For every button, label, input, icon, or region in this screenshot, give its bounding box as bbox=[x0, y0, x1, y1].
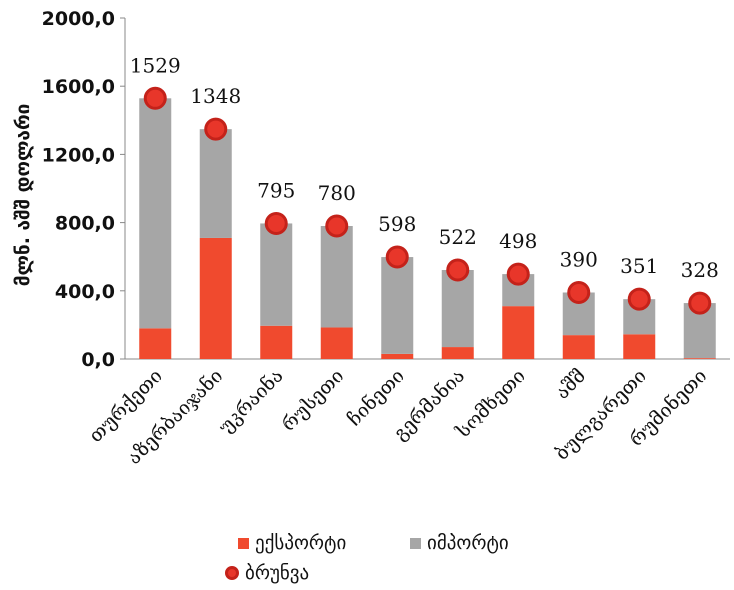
turnover-value-label: 351 bbox=[620, 254, 658, 278]
y-tick-label: 1600,0 bbox=[42, 76, 115, 98]
y-tick-label: 400,0 bbox=[55, 281, 115, 303]
bar-import bbox=[139, 98, 172, 329]
y-tick-label: 0,0 bbox=[81, 349, 115, 371]
turnover-value-label: 598 bbox=[378, 212, 416, 236]
bar-import bbox=[260, 223, 293, 326]
turnover-value-label: 1348 bbox=[190, 84, 241, 108]
legend-item-import: იმპორტი bbox=[410, 532, 509, 554]
legend-marker-turnover bbox=[225, 566, 239, 580]
bar-export bbox=[260, 325, 293, 359]
turnover-value-label: 795 bbox=[257, 178, 295, 202]
turnover-value-label: 1529 bbox=[130, 53, 181, 77]
turnover-marker bbox=[143, 86, 167, 110]
bar-import bbox=[199, 129, 232, 238]
turnover-value-label: 780 bbox=[318, 181, 356, 205]
legend-label-export: ექსპორტი bbox=[255, 532, 347, 554]
turnover-marker bbox=[567, 281, 591, 305]
bar-import bbox=[381, 257, 414, 354]
bar-export bbox=[502, 306, 535, 359]
y-tick-label: 2000,0 bbox=[42, 8, 115, 30]
turnover-marker bbox=[627, 287, 651, 311]
turnover-marker bbox=[446, 258, 470, 282]
bar-import bbox=[320, 226, 353, 328]
y-tick-label: 800,0 bbox=[55, 213, 115, 235]
turnover-value-label: 522 bbox=[439, 225, 477, 249]
turnover-value-label: 390 bbox=[560, 248, 598, 272]
bar-export bbox=[199, 237, 232, 359]
y-tick-label: 1200,0 bbox=[42, 144, 115, 166]
bar-export bbox=[320, 327, 353, 359]
legend-item-turnover: ბრუნვა bbox=[225, 562, 309, 584]
bar-export bbox=[683, 358, 716, 359]
turnover-marker bbox=[688, 291, 712, 315]
turnover-value-label: 328 bbox=[681, 258, 719, 282]
legend-label-import: იმპორტი bbox=[427, 532, 509, 554]
turnover-marker bbox=[204, 117, 228, 141]
bar-export bbox=[139, 328, 172, 359]
bar-import bbox=[441, 269, 474, 348]
legend-swatch-export bbox=[238, 537, 249, 549]
turnover-marker bbox=[506, 262, 530, 286]
turnover-marker bbox=[264, 211, 288, 235]
bar-export bbox=[623, 334, 656, 359]
turnover-value-label: 498 bbox=[499, 229, 537, 253]
bar-export bbox=[562, 335, 595, 359]
legend-label-turnover: ბრუნვა bbox=[245, 562, 310, 584]
turnover-marker bbox=[385, 245, 409, 269]
legend-item-export: ექსპორტი bbox=[238, 532, 346, 554]
turnover-marker bbox=[325, 214, 349, 238]
legend-swatch-import bbox=[410, 537, 421, 549]
bar-export bbox=[381, 353, 414, 359]
bar-export bbox=[441, 347, 474, 359]
